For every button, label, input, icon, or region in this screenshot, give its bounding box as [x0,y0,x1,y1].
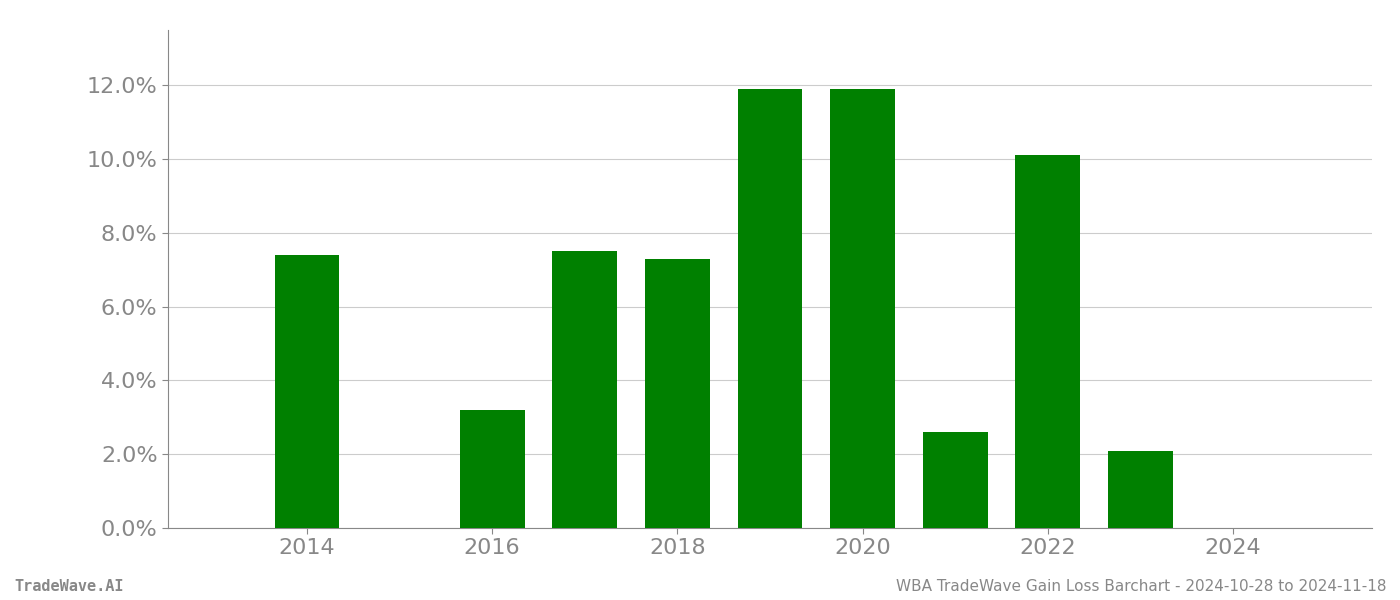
Bar [830,89,895,528]
Bar [923,432,987,528]
Bar [1015,155,1081,528]
Bar [1107,451,1173,528]
Bar [645,259,710,528]
Bar [459,410,525,528]
Bar [274,255,339,528]
Bar [553,251,617,528]
Bar [738,89,802,528]
Text: TradeWave.AI: TradeWave.AI [14,579,123,594]
Text: WBA TradeWave Gain Loss Barchart - 2024-10-28 to 2024-11-18: WBA TradeWave Gain Loss Barchart - 2024-… [896,579,1386,594]
